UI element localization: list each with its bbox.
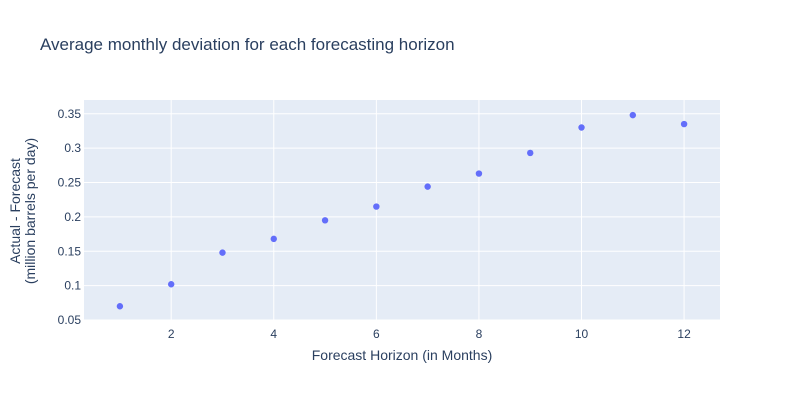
y-tick-label: 0.1	[64, 279, 81, 293]
x-axis-label: Forecast Horizon (in Months)	[312, 347, 493, 363]
y-axis-label-line-1: Actual - Forecast	[7, 158, 23, 264]
y-tick-label: 0.15	[58, 244, 82, 258]
data-point[interactable]	[321, 217, 329, 224]
data-point[interactable]	[424, 183, 431, 190]
data-point[interactable]	[578, 124, 585, 131]
data-point[interactable]	[629, 111, 637, 119]
data-points	[116, 111, 688, 310]
data-point[interactable]	[219, 249, 226, 256]
x-tick-labels: 2 4 6 8 10 12	[168, 327, 691, 341]
x-tick-label: 8	[476, 327, 483, 341]
y-tick-label: 0.3	[64, 141, 81, 155]
x-tick-label: 2	[168, 327, 175, 341]
data-point[interactable]	[167, 281, 175, 288]
plot-area	[84, 100, 720, 320]
data-point[interactable]	[270, 235, 277, 243]
chart-title: Average monthly deviation for each forec…	[40, 35, 455, 54]
data-point[interactable]	[680, 120, 688, 128]
data-point[interactable]	[373, 203, 380, 210]
y-tick-labels: 0.05 0.1 0.15 0.2 0.25 0.3 0.35	[58, 107, 82, 327]
y-axis-label-line-2: (million barrels per day)	[22, 138, 38, 284]
x-tick-label: 4	[270, 327, 277, 341]
x-tick-label: 6	[373, 327, 380, 341]
data-point[interactable]	[527, 149, 534, 157]
y-tick-label: 0.25	[58, 176, 82, 190]
x-tick-label: 10	[575, 327, 589, 341]
y-tick-label: 0.35	[58, 107, 82, 121]
y-tick-label: 0.05	[58, 313, 82, 327]
data-point[interactable]	[475, 170, 483, 177]
x-tick-label: 12	[677, 327, 691, 341]
y-tick-label: 0.2	[64, 210, 81, 224]
x-gridlines	[170, 100, 685, 320]
y-gridlines	[84, 113, 720, 321]
y-axis-label-group: Actual - Forecast (million barrels per d…	[7, 138, 38, 284]
data-point[interactable]	[116, 303, 124, 310]
